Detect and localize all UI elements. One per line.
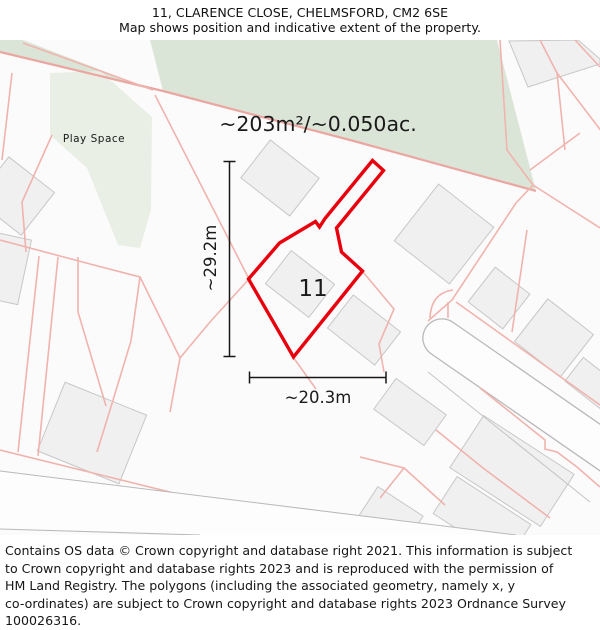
area-label: ~203m²/~0.050ac. [219, 112, 417, 136]
building [36, 381, 148, 485]
building [432, 475, 532, 535]
roads [0, 318, 600, 535]
footer-line: HM Land Registry. The polygons (includin… [5, 578, 516, 594]
building [373, 377, 447, 447]
footer-line: 100026316. [5, 613, 82, 629]
property-outline [246, 158, 386, 361]
map-svg: ~203m²/~0.050ac. ~29.2m ~20.3m 11 Play S… [0, 40, 600, 535]
play-space-label: Play Space [63, 133, 125, 145]
map-header: 11, CLARENCE CLOSE, CHELMSFORD, CM2 6SE … [0, 0, 600, 40]
page-subtitle: Map shows position and indicative extent… [118, 20, 482, 35]
building [449, 414, 575, 528]
building [393, 183, 495, 285]
width-dimension-label: ~20.3m [285, 388, 352, 407]
page-title: 11, CLARENCE CLOSE, CHELMSFORD, CM2 6SE [151, 5, 449, 20]
footer-line: to Crown copyright and database rights 2… [5, 560, 554, 576]
map-canvas[interactable]: ~203m²/~0.050ac. ~29.2m ~20.3m 11 Play S… [0, 40, 600, 535]
building [508, 40, 600, 88]
road-clarence-close [423, 319, 600, 471]
dimension-lines [223, 160, 387, 384]
buildings [0, 40, 600, 535]
footer-line: co-ordinates) are subject to Crown copyr… [5, 595, 566, 611]
building [0, 230, 32, 306]
building [564, 356, 600, 412]
play-space-area [50, 71, 152, 248]
green-areas [0, 40, 536, 248]
building [326, 294, 402, 366]
building [0, 156, 56, 236]
parcel-boundaries [0, 40, 600, 534]
building-11 [264, 249, 336, 319]
footer-line: Contains OS data © Crown copyright and d… [5, 543, 573, 558]
copyright-footer: Contains OS data © Crown copyright and d… [0, 535, 600, 630]
height-dimension-label: ~29.2m [201, 225, 220, 292]
house-number-label: 11 [298, 276, 327, 302]
building [240, 139, 320, 217]
